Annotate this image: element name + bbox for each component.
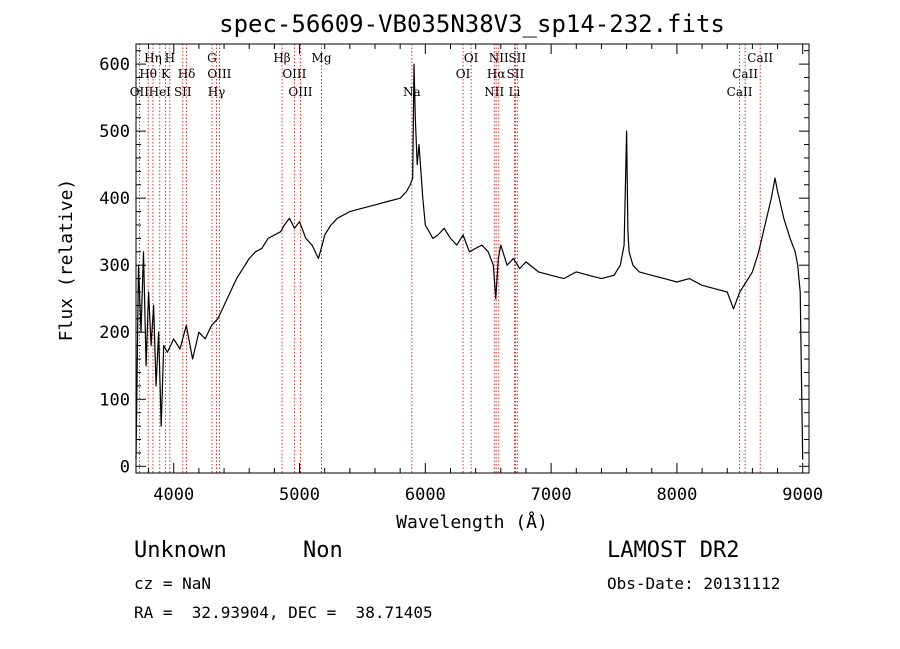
spectral-line-label: CaII — [727, 85, 753, 99]
spectral-line-label: H — [165, 51, 175, 65]
spectral-line-label: OIII — [282, 67, 306, 81]
spectral-line-label: NII — [484, 85, 504, 99]
y-axis-ticks: 0 100 200 300 400 500 600 — [99, 50, 809, 477]
spectral-line-label: OI — [464, 51, 479, 65]
y-tick-label: 0 — [120, 457, 130, 477]
spectral-line-label: OI — [456, 67, 471, 81]
y-tick-label: 500 — [99, 122, 130, 142]
x-tick-label: 9000 — [782, 485, 823, 505]
spectral-line-label: CaII — [747, 51, 773, 65]
x-tick-label: 4000 — [153, 485, 194, 505]
spectral-line-label: Hα — [487, 67, 506, 81]
spectral-line-label: Hδ — [178, 67, 196, 81]
spectrum-line-group — [135, 63, 804, 460]
plot-frame — [135, 43, 810, 474]
object-class: Unknown — [134, 538, 227, 563]
x-tick-label: 8000 — [656, 485, 697, 505]
spectral-line-label: Na — [403, 85, 421, 99]
redshift-text: cz = NaN — [134, 574, 212, 593]
spectral-line-label: SII — [507, 67, 525, 81]
coordinates-text: RA = 32.93904, DEC = 38.71405 — [134, 603, 433, 622]
x-tick-label: 5000 — [279, 485, 320, 505]
spectral-line-label: Hβ — [273, 51, 290, 65]
spectral-line-label: SII — [508, 51, 526, 65]
spectral-line-label: CaII — [732, 67, 758, 81]
y-axis-label: Flux (relative) — [56, 179, 77, 342]
spectral-line-label: OII — [130, 85, 150, 99]
spectral-line-label: Li — [508, 85, 520, 99]
spectral-line-label: G — [207, 51, 217, 65]
spectral-line-label: Hγ — [208, 85, 226, 99]
x-tick-label: 7000 — [531, 485, 572, 505]
spectral-line-label: NII — [489, 51, 509, 65]
y-tick-label: 200 — [99, 323, 130, 343]
observation-date: Obs-Date: 20131112 — [607, 574, 781, 593]
x-axis-label: Wavelength (Å) — [396, 511, 548, 533]
y-tick-label: 400 — [99, 189, 130, 209]
x-axis-ticks: 4000 5000 6000 7000 8000 9000 — [148, 44, 823, 505]
x-tick-label: 6000 — [405, 485, 446, 505]
y-tick-label: 300 — [99, 256, 130, 276]
spectral-line-label: OIII — [288, 85, 312, 99]
spectral-line-label: SII — [174, 85, 192, 99]
y-tick-label: 100 — [99, 390, 130, 410]
chart-title: spec-56609-VB035N38V3_sp14-232.fits — [219, 10, 725, 38]
spectral-line-label: K — [161, 67, 171, 81]
spectral-line-label: Hθ — [139, 67, 157, 81]
spectral-line-label: Hη — [144, 51, 162, 65]
spectral-line-label: Mg — [312, 51, 332, 65]
object-subclass: Non — [303, 538, 343, 563]
spectral-line-label: HeI — [149, 85, 172, 99]
survey-name: LAMOST DR2 — [607, 538, 740, 563]
spectrum-line — [135, 63, 804, 460]
y-tick-label: 600 — [99, 55, 130, 75]
spectral-line-label: OIII — [207, 67, 231, 81]
spectral-line-markers — [138, 44, 761, 473]
